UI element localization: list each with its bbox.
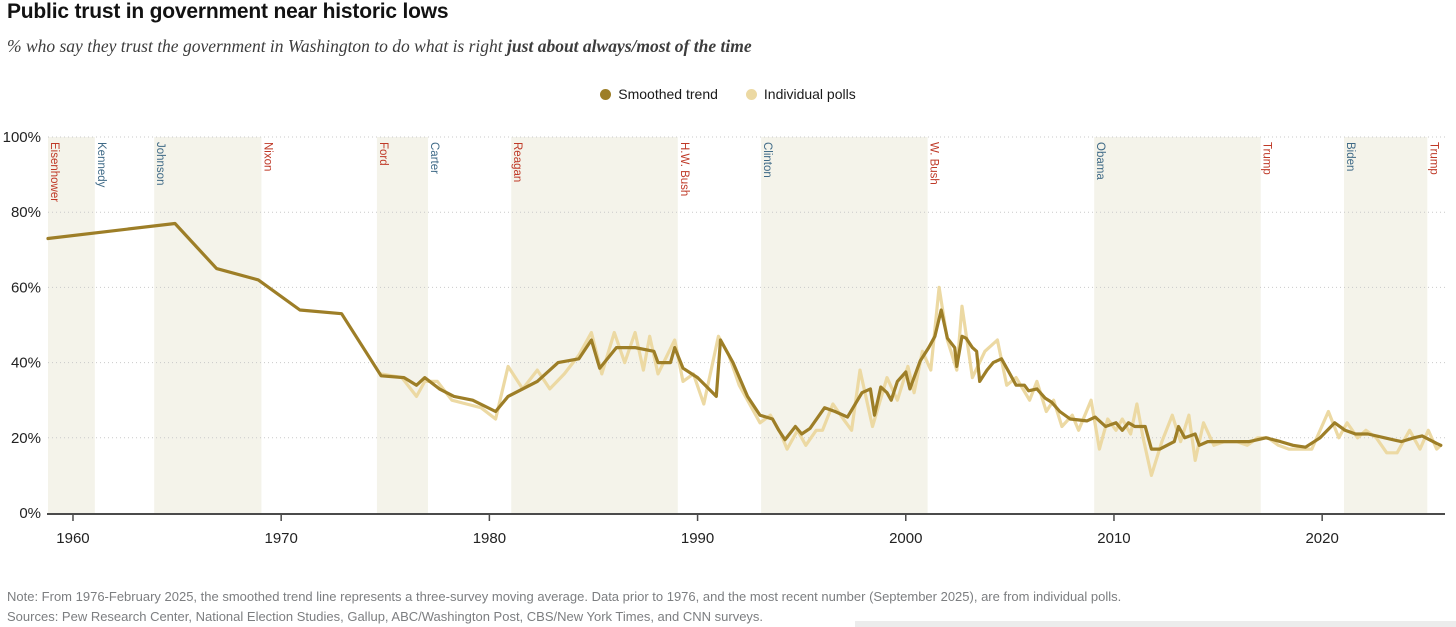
y-axis-label: 100%: [3, 130, 41, 146]
president-label: Nixon: [261, 142, 273, 171]
president-label: W. Bush: [928, 142, 940, 185]
president-label: H.W. Bush: [678, 142, 690, 196]
smoothed-trend-line: [46, 221, 1443, 451]
president-label: Johnson: [154, 142, 166, 185]
bottom-edge-artifact: [855, 621, 1456, 627]
x-axis-label: 1980: [473, 530, 506, 547]
president-term-band: [761, 137, 928, 513]
president-term-band: [1094, 137, 1261, 513]
president-label: Trump: [1261, 142, 1273, 175]
individual-polls-dot-icon: [745, 88, 757, 100]
president-label: Reagan: [511, 142, 523, 182]
subtitle-bold: just about always/most of the time: [507, 36, 752, 56]
legend-item-smoothed-trend: Smoothed trend: [600, 86, 718, 102]
y-axis-label: 40%: [11, 355, 41, 372]
page-title: Public trust in government near historic…: [7, 0, 449, 23]
president-label: Biden: [1344, 142, 1356, 171]
sources-line: Sources: Pew Research Center, National E…: [7, 609, 764, 624]
x-axis-label: 2010: [1097, 530, 1130, 547]
y-axis-label: 60%: [11, 279, 41, 296]
x-axis-label: 1970: [264, 530, 297, 547]
president-term-band: [48, 137, 95, 513]
president-label: Kennedy: [95, 142, 107, 188]
subtitle-regular: % who say they trust the government in W…: [7, 36, 508, 56]
president-term-band: [511, 137, 678, 513]
president-term-band: [376, 137, 428, 513]
smoothed-trend-dot-icon: [600, 88, 612, 100]
president-label: Eisenhower: [48, 142, 60, 202]
x-axis-label: 2020: [1305, 530, 1338, 547]
chart-legend: Smoothed trend Individual polls: [0, 86, 1456, 102]
president-label: Trump: [1427, 142, 1439, 175]
chart-subtitle: % who say they trust the government in W…: [7, 36, 752, 57]
president-label: Obama: [1094, 142, 1106, 180]
y-axis-label: 80%: [11, 204, 41, 221]
president-term-band: [1344, 137, 1428, 513]
president-label: Clinton: [761, 142, 773, 178]
y-axis-label: 0%: [19, 505, 41, 522]
president-term-band: [154, 137, 262, 513]
legend-label: Smoothed trend: [618, 86, 718, 102]
footnote: Note: From 1976-February 2025, the smoot…: [7, 589, 1122, 604]
x-axis-label: 2000: [889, 530, 922, 547]
x-axis-label: 1960: [56, 530, 89, 547]
trust-in-government-line-chart: Eisenhower Kennedy Johnson Nixon Ford Carter R…: [3, 130, 1445, 547]
president-label: Carter: [428, 142, 440, 174]
legend-label: Individual polls: [763, 86, 856, 102]
x-axis-label: 1990: [681, 530, 714, 547]
legend-item-individual-polls: Individual polls: [745, 86, 856, 102]
y-axis-label: 20%: [11, 430, 41, 447]
president-label: Ford: [377, 142, 389, 166]
